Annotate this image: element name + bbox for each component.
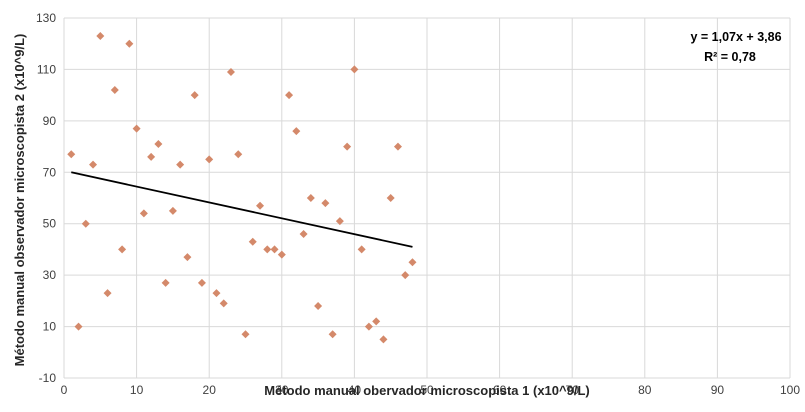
y-tick-labels: -10 10 30 50 70 90 110 130 — [36, 11, 56, 385]
data-point — [393, 142, 402, 151]
data-point — [321, 199, 330, 208]
data-point — [205, 155, 214, 164]
y-tick-label: 70 — [43, 165, 57, 179]
data-point — [364, 322, 373, 331]
data-point — [118, 245, 127, 254]
data-point — [183, 253, 192, 262]
x-tick-label: 60 — [493, 383, 507, 397]
trendline-segment — [71, 171, 413, 248]
data-point — [292, 127, 301, 136]
x-tick-label: 100 — [780, 383, 800, 397]
trendline — [71, 171, 413, 248]
x-tick-label: 90 — [711, 383, 725, 397]
x-tick-label: 0 — [61, 383, 68, 397]
y-tick-label: 10 — [43, 320, 57, 334]
data-point — [379, 335, 388, 344]
x-tick-label: 70 — [566, 383, 580, 397]
data-point — [81, 219, 90, 228]
data-point — [306, 194, 315, 202]
data-point — [263, 245, 272, 254]
r-squared-label: R² = 0,78 — [704, 50, 756, 64]
data-point — [190, 91, 199, 100]
data-point — [386, 194, 395, 202]
x-axis-title: Método manual obervador microscopista 1 … — [264, 383, 589, 398]
data-point — [154, 140, 163, 148]
data-point — [357, 245, 366, 254]
data-point — [314, 302, 323, 310]
data-point — [132, 124, 141, 133]
data-point — [408, 258, 417, 267]
data-point — [256, 201, 265, 210]
x-tick-label: 20 — [203, 383, 217, 397]
y-axis-title: Método manual observador microscopista 2… — [12, 34, 27, 367]
data-point — [372, 317, 381, 326]
y-tick-label: 30 — [43, 268, 57, 282]
data-point — [234, 150, 243, 159]
data-point — [343, 142, 352, 151]
data-point — [277, 250, 286, 259]
data-point — [285, 91, 294, 100]
y-tick-label: 110 — [37, 62, 56, 76]
data-point — [241, 330, 250, 339]
x-tick-labels: 0 10 20 30 40 50 60 70 80 90 100 — [61, 383, 801, 397]
grid-lines — [63, 17, 791, 379]
x-tick-label: 80 — [638, 383, 652, 397]
data-point — [125, 39, 134, 48]
data-point — [335, 217, 344, 226]
data-point — [176, 160, 185, 169]
regression-equation: y = 1,07x + 3,86 — [690, 30, 781, 44]
data-point — [168, 206, 177, 215]
y-tick-label: 130 — [36, 11, 56, 25]
data-points — [67, 32, 417, 344]
x-tick-label: 40 — [348, 383, 362, 397]
data-point — [161, 278, 170, 287]
data-point — [67, 150, 76, 159]
data-point — [147, 152, 156, 161]
y-tick-label: 50 — [43, 217, 57, 231]
data-point — [212, 289, 221, 298]
data-point — [103, 289, 112, 298]
data-point — [96, 32, 105, 40]
data-point — [89, 160, 98, 169]
data-point — [226, 68, 235, 76]
data-point — [248, 237, 257, 246]
x-tick-label: 30 — [275, 383, 289, 397]
data-point — [350, 65, 359, 74]
data-point — [401, 271, 410, 280]
data-point — [74, 322, 83, 331]
data-point — [270, 245, 279, 254]
data-point — [197, 278, 206, 287]
y-tick-label: -10 — [39, 371, 57, 385]
data-point — [328, 330, 337, 339]
data-point — [219, 299, 228, 308]
data-point — [299, 230, 308, 238]
data-point — [110, 86, 119, 94]
y-tick-label: 90 — [43, 114, 57, 128]
data-point — [139, 209, 148, 218]
x-tick-label: 50 — [420, 383, 434, 397]
x-tick-label: 10 — [130, 383, 144, 397]
